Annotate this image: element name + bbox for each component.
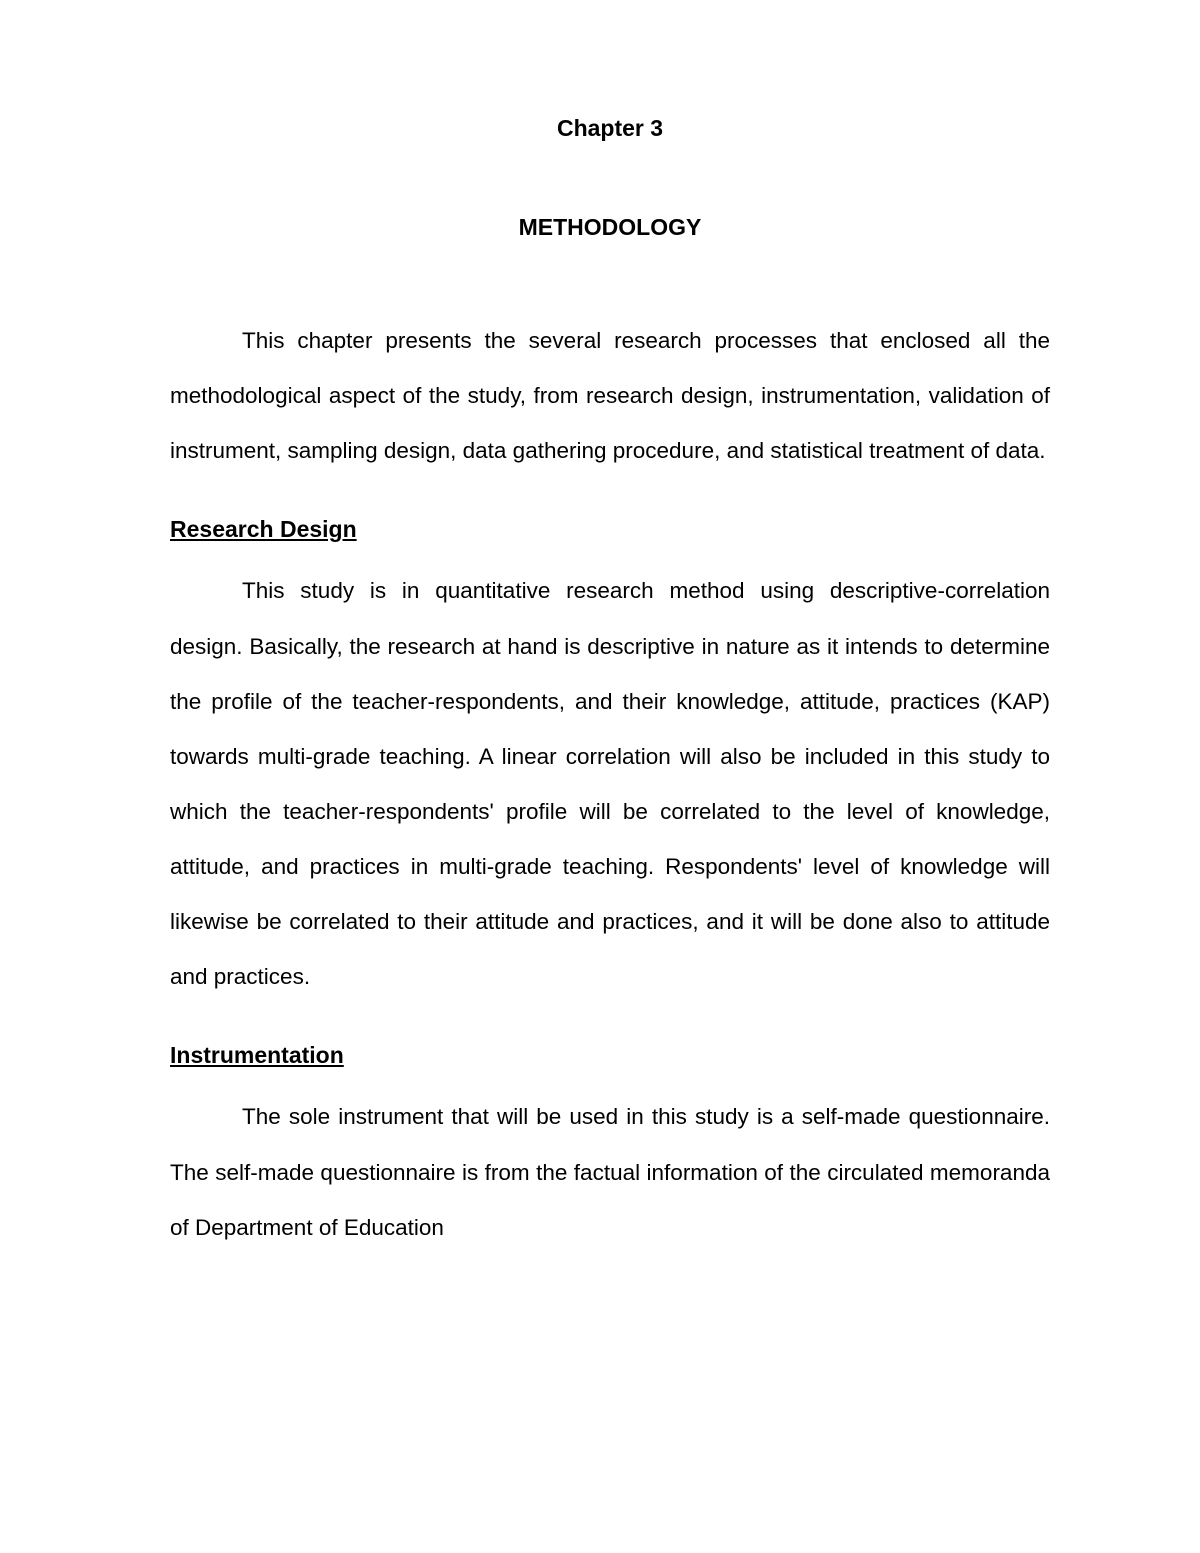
document-page: Chapter 3 METHODOLOGY This chapter prese… [0, 0, 1200, 1553]
intro-paragraph: This chapter presents the several resear… [170, 313, 1050, 478]
section-heading-research-design: Research Design [170, 516, 1050, 543]
section-paragraph-instrumentation: The sole instrument that will be used in… [170, 1089, 1050, 1254]
chapter-title: METHODOLOGY [170, 214, 1050, 241]
section-heading-instrumentation: Instrumentation [170, 1042, 1050, 1069]
chapter-number: Chapter 3 [170, 115, 1050, 142]
section-paragraph-research-design: This study is in quantitative research m… [170, 563, 1050, 1004]
